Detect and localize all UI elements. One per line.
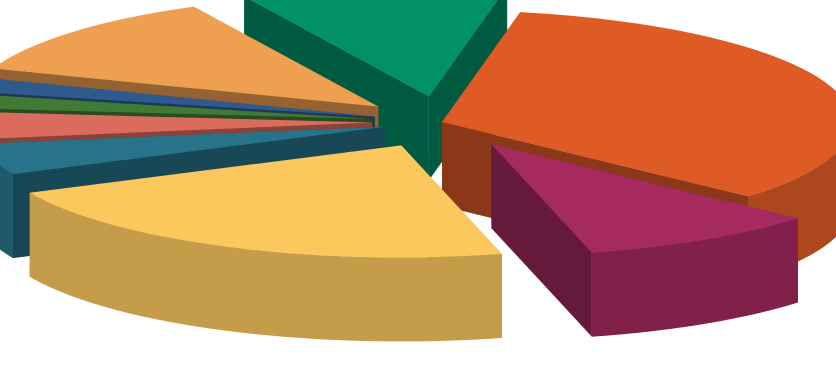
pie-slice-7-top bbox=[0, 79, 375, 117]
pie-slice-3 bbox=[29, 145, 502, 342]
pie-slice-3-top bbox=[29, 145, 502, 258]
pie-slice-6-top bbox=[0, 95, 373, 119]
pie-slice-3-rim-1 bbox=[29, 192, 502, 342]
pie-slice-4-top bbox=[0, 126, 385, 175]
pie-slice-2 bbox=[491, 144, 798, 337]
pie-slice-1-top bbox=[442, 12, 836, 197]
pie-slice-5-top bbox=[0, 112, 372, 139]
pie-slice-4-rim-1 bbox=[0, 165, 13, 259]
pie-slice-8-top bbox=[0, 6, 379, 107]
pie-slice-2-rim-1 bbox=[591, 218, 798, 337]
pie-slice-9-top bbox=[250, 0, 498, 97]
pie-slice-2-top bbox=[491, 144, 798, 253]
pie-slice-2-wall-end bbox=[491, 144, 592, 337]
